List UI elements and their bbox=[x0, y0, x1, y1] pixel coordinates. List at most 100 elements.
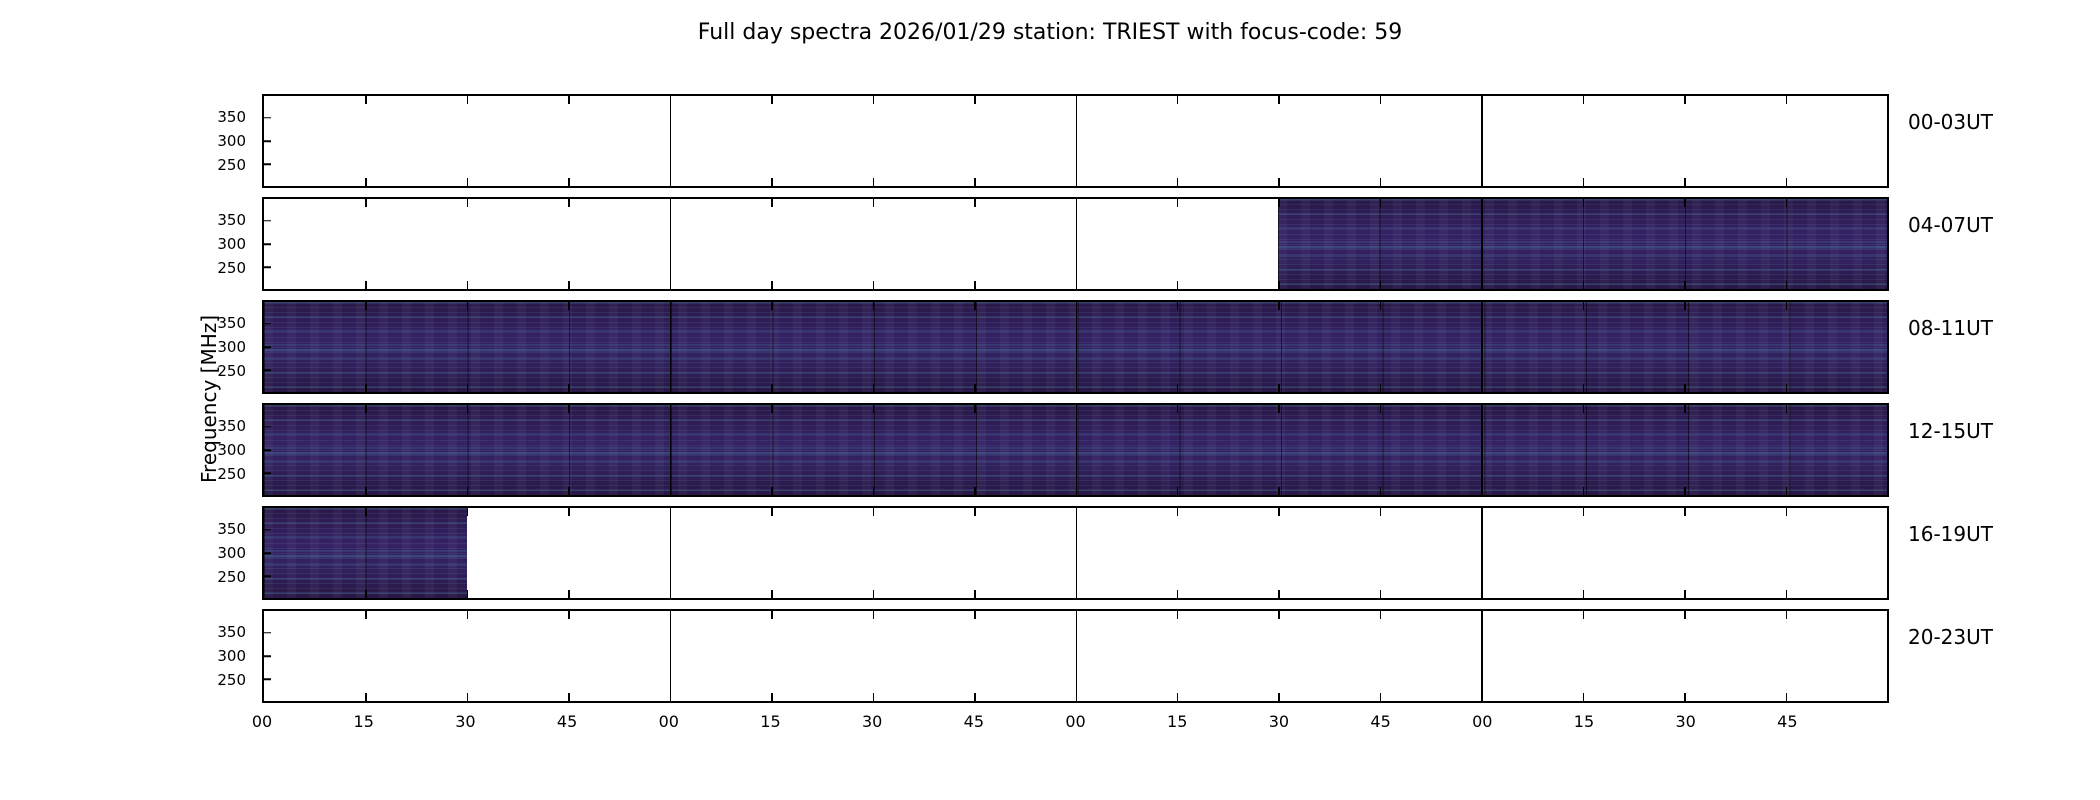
hour-gridline bbox=[669, 405, 672, 495]
x-tick-mark bbox=[1582, 487, 1585, 495]
x-tick-mark bbox=[365, 199, 367, 207]
x-tick-mark bbox=[1379, 302, 1382, 310]
x-tick-mark bbox=[1684, 508, 1686, 516]
x-tick-mark bbox=[1278, 302, 1280, 310]
x-tick-mark bbox=[466, 199, 469, 207]
x-tick-mark bbox=[466, 508, 469, 516]
x-tick-mark bbox=[974, 199, 976, 207]
x-tick-mark bbox=[771, 611, 773, 619]
x-tick-mark bbox=[1379, 590, 1382, 598]
x-tick-mark bbox=[872, 302, 875, 310]
spectrogram-data bbox=[264, 508, 467, 598]
y-tick-mark bbox=[264, 655, 271, 657]
y-tick-mark bbox=[264, 449, 271, 451]
x-tick-mark bbox=[1785, 96, 1788, 104]
x-tick-mark bbox=[974, 405, 976, 413]
y-tick-mark bbox=[264, 528, 271, 531]
x-tick-mark bbox=[1785, 178, 1788, 186]
x-tick-mark bbox=[1278, 590, 1280, 598]
y-tick-labels: 350 300 250 bbox=[0, 403, 252, 497]
y-tick-mark bbox=[264, 163, 271, 166]
spectrogram-data bbox=[1278, 199, 1887, 289]
x-tick-label: 00 bbox=[251, 712, 273, 731]
hour-gridline bbox=[1075, 508, 1077, 598]
x-tick-mark bbox=[771, 302, 773, 310]
x-tick-mark bbox=[771, 693, 773, 701]
y-tick-label: 250 bbox=[217, 568, 246, 587]
x-tick-mark bbox=[1176, 96, 1179, 104]
x-tick-label: 00 bbox=[1472, 712, 1493, 731]
x-tick-mark bbox=[1582, 590, 1585, 598]
x-tick-mark bbox=[365, 178, 367, 186]
x-tick-mark bbox=[1278, 384, 1280, 392]
hour-gridline bbox=[669, 199, 672, 289]
y-tick-label: 250 bbox=[217, 362, 246, 381]
y-tick-mark bbox=[264, 552, 271, 554]
x-tick-mark bbox=[1785, 384, 1788, 392]
x-tick-mark bbox=[1785, 508, 1788, 516]
chart-title: Full day spectra 2026/01/29 station: TRI… bbox=[697, 20, 1403, 45]
hour-gridline bbox=[1075, 405, 1077, 495]
x-tick-mark bbox=[872, 178, 875, 186]
x-tick-mark bbox=[365, 405, 367, 413]
x-tick-mark bbox=[1785, 302, 1788, 310]
x-tick-mark bbox=[1278, 178, 1280, 186]
x-tick-mark bbox=[1582, 693, 1585, 701]
y-tick-label: 300 bbox=[217, 647, 246, 665]
x-tick-mark bbox=[1582, 96, 1585, 104]
panel-time-label: 00-03UT bbox=[1908, 110, 1993, 134]
x-tick-mark bbox=[1785, 487, 1788, 495]
x-tick-mark bbox=[771, 178, 773, 186]
y-tick-label: 250 bbox=[217, 465, 246, 484]
x-tick-mark bbox=[771, 405, 773, 413]
x-tick-label: 15 bbox=[1167, 712, 1188, 731]
y-tick-mark bbox=[264, 472, 271, 475]
x-tick-mark bbox=[466, 487, 469, 495]
y-tick-mark bbox=[264, 369, 271, 372]
x-tick-mark bbox=[872, 693, 875, 701]
x-tick-mark bbox=[1278, 611, 1280, 619]
hour-gridline bbox=[1075, 302, 1077, 392]
y-tick-labels: 350 300 250 bbox=[0, 197, 252, 291]
y-tick-mark bbox=[264, 266, 271, 269]
x-tick-mark bbox=[1684, 590, 1686, 598]
y-tick-labels: 350 300 250 bbox=[0, 300, 252, 394]
x-tick-label: 45 bbox=[963, 712, 984, 731]
x-tick-label: 15 bbox=[1573, 712, 1595, 731]
x-tick-mark bbox=[872, 508, 875, 516]
x-tick-mark bbox=[466, 178, 469, 186]
x-tick-mark bbox=[1582, 384, 1585, 392]
x-tick-mark bbox=[1785, 590, 1788, 598]
panel-row: 350 300 250 08-11UT bbox=[0, 300, 2100, 394]
x-tick-mark bbox=[466, 384, 469, 392]
x-tick-mark bbox=[1379, 405, 1382, 413]
x-tick-mark bbox=[974, 590, 976, 598]
x-tick-mark bbox=[466, 611, 469, 619]
y-tick-label: 350 bbox=[217, 622, 246, 641]
x-tick-mark bbox=[872, 384, 875, 392]
y-tick-labels: 350 300 250 bbox=[0, 94, 252, 188]
x-tick-mark bbox=[1785, 405, 1788, 413]
hour-gridline bbox=[1481, 508, 1483, 598]
y-tick-mark bbox=[264, 346, 271, 348]
panel-row: 350 300 250 04-07UT bbox=[0, 197, 2100, 291]
hour-gridline bbox=[1075, 611, 1077, 701]
x-tick-mark bbox=[1785, 611, 1788, 619]
x-tick-mark bbox=[1379, 611, 1382, 619]
x-tick-mark bbox=[771, 384, 773, 392]
x-tick-mark bbox=[1278, 199, 1280, 207]
x-tick-mark bbox=[1176, 611, 1179, 619]
x-tick-mark bbox=[1278, 281, 1280, 289]
y-tick-label: 250 bbox=[217, 671, 246, 690]
x-tick-mark bbox=[1379, 178, 1382, 186]
x-tick-label: 30 bbox=[861, 712, 883, 731]
x-tick-mark bbox=[1684, 178, 1686, 186]
x-tick-mark bbox=[771, 199, 773, 207]
x-tick-mark bbox=[1176, 405, 1179, 413]
hour-gridline bbox=[1481, 405, 1483, 495]
x-tick-mark bbox=[1176, 384, 1179, 392]
x-tick-mark bbox=[1785, 281, 1788, 289]
x-tick-mark bbox=[568, 590, 570, 598]
x-tick-mark bbox=[1379, 508, 1382, 516]
